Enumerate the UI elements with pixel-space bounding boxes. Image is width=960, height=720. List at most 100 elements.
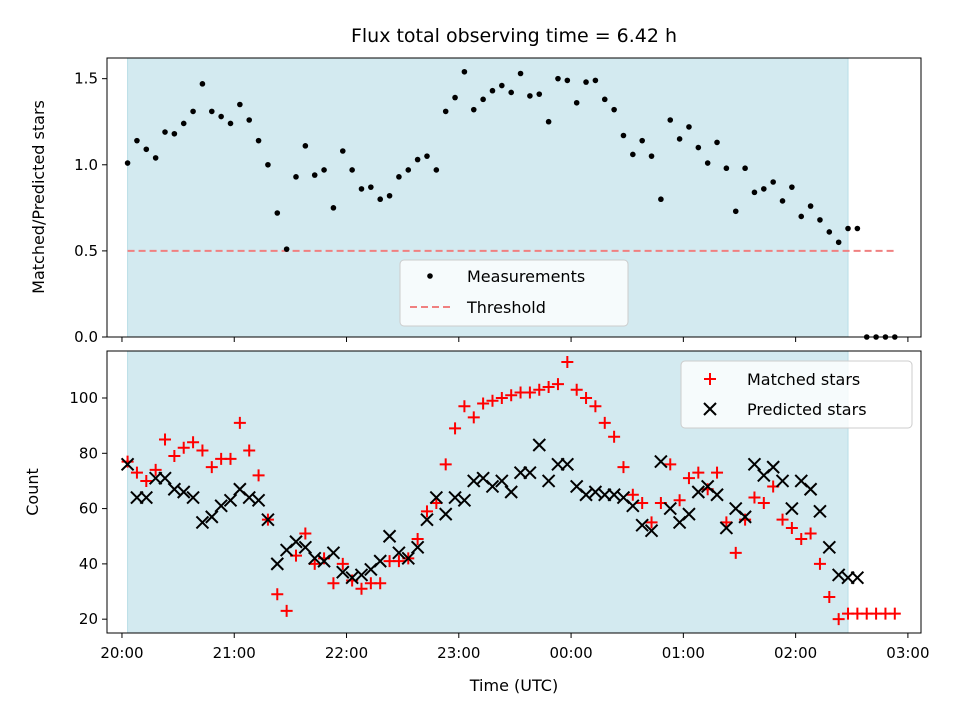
measurement-point [601,96,608,103]
matched-star-point [542,380,555,393]
predicted-stars-points [120,438,865,585]
legend-measurements-marker [427,273,433,279]
predicted-star-point [822,540,837,555]
predicted-star-point [579,488,593,502]
measurement-point [311,172,318,178]
predicted-star-point [326,546,341,560]
matched-star-point [374,577,387,590]
matched-star-point [598,416,611,429]
measurement-point [704,160,711,166]
predicted-star-point [289,535,303,549]
predicted-star-point [485,479,500,494]
measurement-point [470,106,477,113]
predicted-star-point [607,488,621,502]
predicted-star-point [177,485,191,499]
predicted-star-point [448,490,462,505]
predicted-star-point [626,499,640,513]
measurement-point [321,167,327,173]
predicted-star-point [654,454,668,469]
measurement-point [676,136,683,142]
measurement-point [237,101,243,108]
predicted-star-point [345,570,359,585]
predicted-star-point [588,485,603,499]
measurement-point [414,156,421,163]
matched-star-point [626,488,639,501]
measurement-point [761,186,767,192]
x-tick-label: 03:00 [886,644,929,662]
measurement-point [124,160,131,166]
measurement-point [499,82,505,89]
predicted-star-point [298,540,313,555]
y-tick-label: 40 [79,555,98,573]
y-tick-label: 20 [79,610,98,628]
measurement-point [723,165,730,172]
predicted-star-point [644,523,659,538]
matched-star-point [243,444,256,457]
matched-star-point [196,444,209,457]
measurement-point [265,161,271,168]
measurement-point [527,93,533,99]
bottom-y-ticks: 20 40 60 80 100 [69,389,107,628]
matched-star-point [533,383,546,396]
predicted-star-point [785,501,799,516]
measurement-point [339,148,346,154]
top-legend-box [399,259,629,327]
matched-star-point [308,557,321,570]
bottom-axes-frame [106,350,922,634]
matched-star-point [673,494,686,507]
measurement-point [611,106,617,113]
measurement-point [592,77,599,84]
predicted-star-point [354,568,369,582]
y-tick-label: 1.5 [74,70,98,88]
matched-star-point [570,383,583,396]
predicted-star-point [205,510,219,524]
measurement-point [508,89,514,96]
matched-star-point [813,557,826,570]
top-x-ticks [121,337,909,342]
predicted-star-point [438,507,453,521]
measurement-point [732,208,739,215]
matched-star-point [645,516,658,529]
measurement-point [424,153,430,159]
predicted-star-point [457,493,472,508]
predicted-star-point [766,460,780,474]
y-tick-label: 0.0 [74,328,98,346]
matched-star-point [832,613,845,626]
predicted-star-point [186,490,200,505]
measurement-point [143,146,150,153]
predicted-star-point [775,474,790,488]
matched-star-point [159,433,172,446]
predicted-star-point [813,504,827,519]
measurement-point [274,210,281,216]
measurement-point [405,167,412,173]
predicted-star-point [195,515,210,530]
measurement-point [845,225,851,232]
measurement-point [246,117,253,123]
y-tick-label: 60 [79,500,98,518]
measurement-point [171,130,178,137]
matched-star-point [617,461,630,474]
top-panel: 0.0 0.5 1.0 1.5 Matched/Predicted stars Mea… [29,57,922,346]
matched-star-point [692,466,705,479]
matched-star-point [551,378,564,391]
measurement-point [433,167,440,173]
measurement-point [255,137,262,144]
measurement-point [817,217,823,223]
measurement-point [807,203,814,209]
measurement-point [770,179,776,185]
measurement-point [667,117,674,123]
matched-star-point [720,516,733,529]
matched-star-point [392,555,405,568]
measurement-point [751,189,758,196]
predicted-star-point [495,474,509,488]
matched-star-point [224,452,237,465]
measurement-point [461,68,468,75]
measurement-point [162,129,168,135]
matched-star-point [589,400,602,413]
predicted-star-point [270,557,284,571]
matched-star-point [608,430,621,443]
matched-star-point [168,450,181,463]
predicted-star-point [504,485,518,499]
predicted-star-point [242,490,256,505]
matched-star-point [561,356,574,369]
